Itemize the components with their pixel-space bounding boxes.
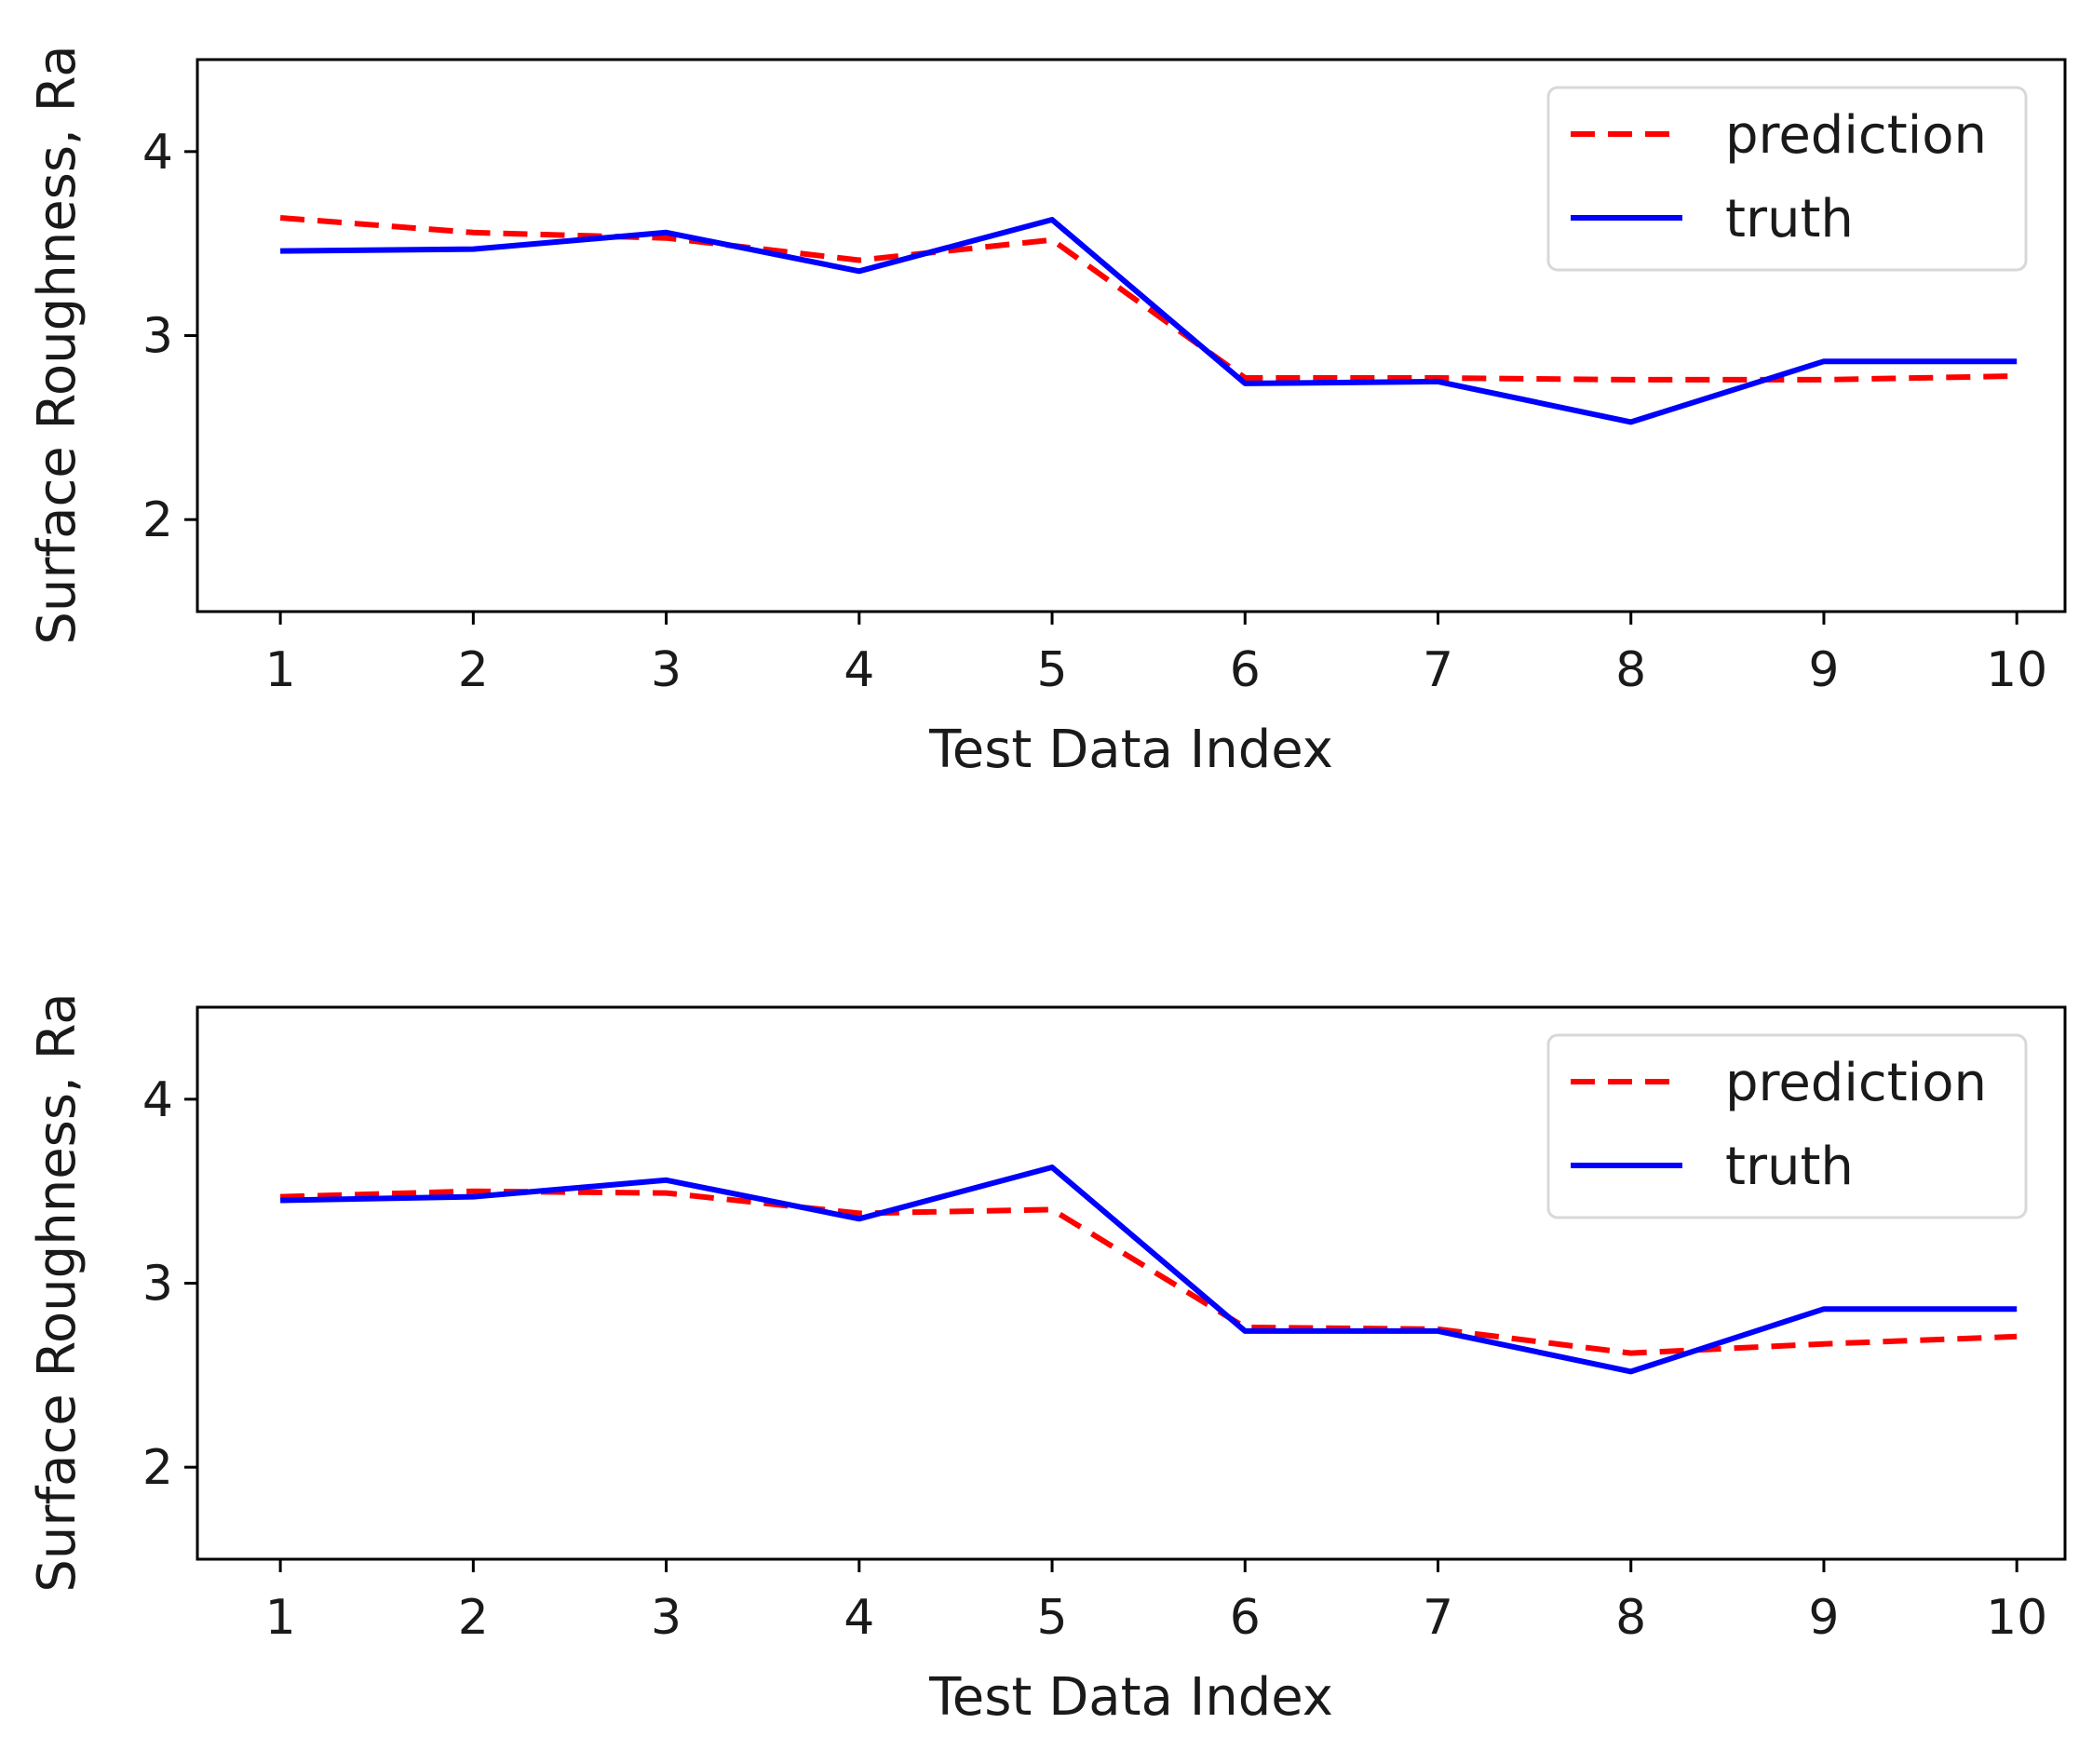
x-tick-label: 4	[844, 1590, 874, 1646]
x-tick-label: 1	[265, 1590, 296, 1646]
x-tick-label: 3	[651, 642, 682, 698]
x-tick-label: 1	[265, 642, 296, 698]
y-axis-label: Surface Roughness, Ra	[27, 45, 88, 644]
x-tick-label: 10	[1986, 642, 2047, 698]
y-axis-label: Surface Roughness, Ra	[27, 992, 88, 1592]
x-tick-label: 4	[844, 642, 874, 698]
x-tick-label: 6	[1230, 642, 1261, 698]
x-tick-label: 8	[1615, 1590, 1646, 1646]
y-tick-label: 2	[142, 1440, 173, 1496]
x-tick-label: 10	[1986, 1590, 2047, 1646]
x-axis-label: Test Data Index	[928, 1667, 1333, 1728]
legend-label-truth: truth	[1725, 189, 1854, 249]
x-tick-label: 5	[1036, 1590, 1067, 1646]
x-tick-label: 7	[1423, 1590, 1453, 1646]
legend: prediction truth	[1546, 1033, 2028, 1219]
x-tick-label: 2	[458, 1590, 489, 1646]
y-tick-label: 4	[142, 1072, 173, 1128]
x-axis-label: Test Data Index	[928, 720, 1333, 780]
series-group	[279, 215, 2018, 425]
legend-label-prediction: prediction	[1725, 105, 1987, 166]
x-tick-label: 2	[458, 642, 489, 698]
x-tick-label: 9	[1808, 1590, 1839, 1646]
x-tick-label: 7	[1423, 642, 1453, 698]
legend-label-truth: truth	[1725, 1137, 1854, 1197]
y-tick-label: 4	[142, 125, 173, 181]
series-line-truth	[280, 217, 2018, 425]
legend: prediction truth	[1546, 86, 2028, 272]
x-tick-label: 6	[1230, 1590, 1261, 1646]
series-group	[280, 1165, 2018, 1375]
chart-2: 1 2 3 4 5 6 7 8 9 10 2 3 4 Test Data Index Surface Rou…	[27, 992, 2067, 1728]
series-line-prediction	[279, 215, 2018, 383]
series-line-truth	[280, 1165, 2018, 1375]
legend-label-prediction: prediction	[1725, 1053, 1987, 1113]
x-tick-label: 5	[1036, 642, 1067, 698]
chart-1: 1 2 3 4 5 6 7 8 9 10 2 3 4 Test Data Index Surface Rou…	[27, 45, 2067, 780]
y-tick-label: 3	[142, 1257, 173, 1313]
y-tick-label: 2	[142, 492, 173, 548]
x-tick-label: 3	[651, 1590, 682, 1646]
y-tick-label: 3	[142, 309, 173, 365]
x-tick-label: 9	[1808, 642, 1839, 698]
x-tick-label: 8	[1615, 642, 1646, 698]
